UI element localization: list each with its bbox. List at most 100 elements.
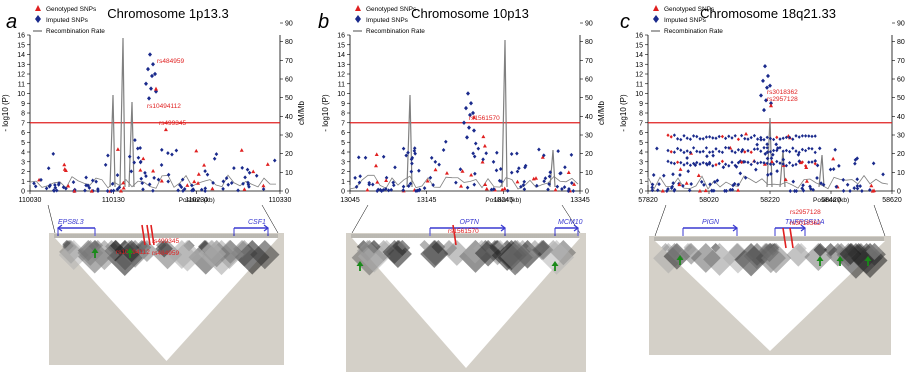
imputed-snp-point — [756, 137, 760, 141]
imputed-snp-point — [714, 147, 718, 151]
imputed-snp-point — [384, 175, 389, 180]
imputed-snp-point — [730, 149, 734, 153]
y-tick-label: 11 — [338, 81, 345, 88]
imputed-snp-point — [769, 156, 774, 161]
imputed-snp-point — [671, 172, 675, 177]
imputed-snp-point — [33, 184, 38, 189]
imputed-snp-point — [135, 146, 140, 151]
imputed-snp-point — [454, 180, 458, 185]
imputed-snp-point — [110, 181, 115, 186]
imputed-snp-point — [199, 187, 204, 192]
imputed-snp-point — [127, 154, 132, 159]
ld-block — [661, 243, 670, 252]
imputed-snp-point — [720, 134, 724, 139]
ld-block — [419, 240, 430, 250]
imputed-snp-point — [671, 181, 675, 186]
imputed-snp-point — [720, 159, 724, 164]
imputed-snp-point — [676, 160, 680, 165]
imputed-snp-point — [472, 128, 476, 133]
imputed-snp-point — [688, 137, 692, 141]
imputed-snp-point — [741, 159, 746, 164]
imputed-snp-point — [662, 173, 666, 178]
ld-block — [813, 243, 828, 257]
imputed-snp-point — [743, 175, 748, 180]
imputed-snp-point — [401, 188, 406, 193]
y2-tick-label: 50 — [585, 95, 593, 102]
y2-tick-label: 60 — [285, 77, 293, 84]
imputed-snp-point — [853, 157, 858, 162]
imputed-snp-point — [415, 188, 420, 193]
imputed-snp-point — [151, 62, 155, 67]
imputed-snp-point — [752, 147, 756, 152]
recombination-peak — [779, 149, 786, 188]
ld-block — [89, 240, 120, 271]
y-tick-label: 9 — [341, 101, 345, 108]
x-tick-label: 13045 — [340, 197, 360, 204]
snp-label: rs2957128 — [767, 96, 798, 103]
gene-label: OPTN — [460, 219, 480, 226]
imputed-snp-point — [858, 184, 862, 189]
genotyped-snp-point — [744, 131, 749, 136]
imputed-snp-point — [772, 162, 776, 167]
imputed-snp-point — [831, 167, 836, 172]
legend-genotyped-label: Genotyped SNPs — [664, 6, 715, 13]
ld-block — [834, 243, 849, 258]
imputed-snp-point — [881, 172, 885, 177]
imputed-snp-point — [682, 133, 686, 138]
recombination-trace — [349, 174, 579, 190]
y-tick-label: 8 — [341, 111, 345, 118]
ld-block — [443, 240, 470, 266]
y2-tick-label: 50 — [897, 95, 905, 102]
imputed-snp-point — [794, 134, 798, 138]
imputed-snp-point — [679, 137, 683, 142]
imputed-snp-point — [51, 151, 56, 156]
imputed-snp-point — [472, 182, 477, 187]
imputed-snp-point — [714, 162, 718, 167]
imputed-snp-point — [740, 160, 744, 165]
genotyped-snp-point — [121, 185, 126, 190]
y2-tick-label: 80 — [585, 39, 593, 46]
imputed-snp-point — [701, 160, 705, 165]
imputed-snp-point — [711, 153, 715, 158]
imputed-snp-point — [765, 156, 770, 161]
ld-snp-label: rs3018362 — [790, 220, 821, 227]
imputed-snp-point — [666, 187, 670, 192]
genotyped-snp-point — [540, 155, 545, 159]
imputed-snp-point — [354, 184, 359, 189]
imputed-snp-point — [247, 184, 251, 189]
imputed-snp-point — [166, 151, 170, 156]
imputed-snp-point — [650, 185, 654, 190]
genotyped-snp-point — [62, 162, 67, 167]
imputed-snp-point — [378, 187, 383, 192]
genotyped-snp-point — [500, 187, 505, 192]
x-tick-label: 58020 — [699, 197, 719, 204]
y-tick-label: 4 — [341, 150, 345, 157]
imputed-snp-point — [103, 162, 108, 167]
imputed-snp-point — [801, 183, 805, 188]
y-tick-label: 15 — [635, 42, 643, 49]
green-arrow-head-icon — [676, 255, 684, 260]
imputed-snp-point — [406, 184, 411, 189]
imputed-snp-point — [232, 166, 236, 171]
imputed-snp-point — [517, 166, 521, 171]
connector-line-left — [47, 204, 56, 234]
imputed-snp-point — [711, 136, 715, 140]
genotyped-snp-point — [196, 181, 201, 185]
imputed-snp-point — [46, 166, 51, 171]
imputed-snp-point — [115, 173, 120, 178]
imputed-snp-point — [272, 158, 277, 163]
imputed-snp-point — [567, 186, 571, 191]
ld-block — [397, 240, 408, 251]
imputed-snp-point — [71, 180, 76, 185]
imputed-snp-point — [774, 142, 779, 147]
imputed-snp-point — [788, 188, 793, 193]
genotyped-snp-point — [242, 187, 247, 191]
imputed-snp-point — [807, 146, 811, 151]
ld-block — [233, 240, 251, 258]
ld-block — [420, 240, 449, 269]
x-tick-label: 13145 — [417, 197, 437, 204]
imputed-snp-point — [537, 147, 541, 152]
x-tick-label: 110030 — [19, 197, 42, 204]
y-tick-label: 0 — [341, 189, 345, 196]
